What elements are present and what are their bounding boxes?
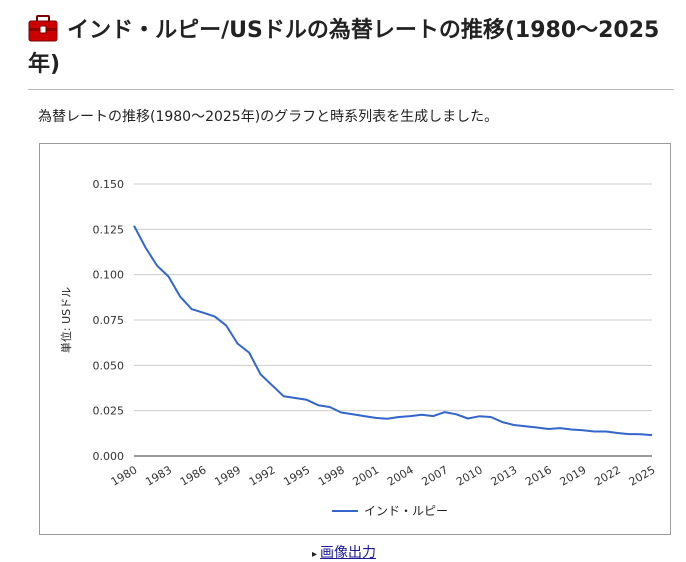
x-tick-label: 2007 [420, 463, 451, 488]
chevron-right-icon: ▸ [312, 549, 318, 560]
y-tick-label: 0.000 [93, 450, 125, 463]
y-tick-label: 0.125 [93, 223, 125, 236]
title-divider [28, 89, 674, 90]
series-line-inr [133, 225, 653, 437]
image-output-link[interactable]: 画像出力 [320, 545, 377, 561]
page-title: インド・ルピー/USドルの為替レートの推移(1980〜2025年) [28, 18, 660, 77]
image-output-link-wrap[interactable]: ▸ 画像出力 [312, 542, 376, 562]
y-tick-label: 0.050 [93, 359, 125, 372]
y-tick-label: 0.150 [93, 178, 125, 191]
x-tick-label: 2013 [489, 463, 520, 488]
title-area: インド・ルピー/USドルの為替レートの推移(1980〜2025年) [28, 14, 668, 82]
x-tick-label: 2019 [558, 463, 589, 488]
y-tick-label: 0.075 [93, 314, 125, 327]
y-tick-label: 0.100 [93, 269, 125, 282]
y-axis-label: 単位: USドル [59, 287, 73, 353]
x-tick-label: 2004 [385, 463, 416, 488]
x-tick-label: 1983 [143, 463, 174, 488]
x-tick-label: 1986 [178, 463, 209, 488]
legend-label: インド・ルピー [364, 504, 448, 518]
x-tick-label: 1989 [212, 463, 243, 488]
x-tick-label: 1992 [247, 463, 278, 488]
x-tick-label: 2016 [523, 463, 554, 488]
x-tick-label: 2025 [627, 463, 658, 488]
y-tick-label: 0.025 [93, 405, 125, 418]
page-description: 為替レートの推移(1980〜2025年)のグラフと時系列表を生成しました。 [38, 109, 499, 125]
toolbox-icon [28, 15, 58, 42]
x-tick-label: 1995 [281, 463, 312, 488]
x-tick-label: 1998 [316, 463, 347, 488]
x-tick-label: 2010 [454, 463, 485, 488]
exchange-rate-chart: 0.000 0.025 0.050 0.075 0.100 0.125 0.150 1980 1… [39, 143, 671, 535]
x-tick-label: 2001 [350, 463, 381, 488]
x-tick-label: 2022 [592, 463, 623, 488]
x-tick-label: 1980 [109, 463, 140, 488]
